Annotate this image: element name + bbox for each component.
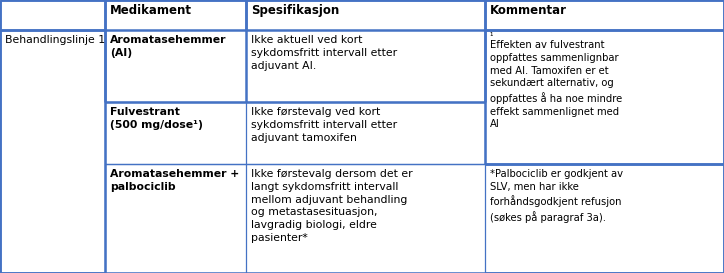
Text: Medikament: Medikament [110, 4, 192, 17]
Bar [485, 0, 724, 30]
Bar [485, 164, 724, 273]
Text: Aromatasehemmer +
palbociclib: Aromatasehemmer + palbociclib [110, 169, 239, 192]
Bar [246, 164, 485, 273]
Bar [105, 0, 246, 30]
Text: Ikke aktuell ved kort
sykdomsfritt intervall etter
adjuvant AI.: Ikke aktuell ved kort sykdomsfritt inter… [251, 35, 397, 71]
Bar [246, 30, 485, 102]
Text: Behandlingslinje 1: Behandlingslinje 1 [5, 35, 105, 45]
Text: Ikke førstevalg ved kort
sykdomsfritt intervall etter
adjuvant tamoxifen: Ikke førstevalg ved kort sykdomsfritt in… [251, 107, 397, 143]
Bar [246, 0, 485, 30]
Text: Fulvestrant
(500 mg/dose¹): Fulvestrant (500 mg/dose¹) [110, 107, 203, 130]
Bar [485, 30, 724, 164]
Bar [246, 102, 485, 164]
Text: ¹: ¹ [489, 32, 492, 41]
Bar [105, 30, 246, 102]
Text: Ikke førstevalg dersom det er
langt sykdomsfritt intervall
mellom adjuvant behan: Ikke førstevalg dersom det er langt sykd… [251, 169, 413, 243]
Text: Effekten av fulvestrant
oppfattes sammenlignbar
med AI. Tamoxifen er et
sekundær: Effekten av fulvestrant oppfattes sammen… [490, 40, 623, 129]
Bar [0, 0, 105, 30]
Text: *Palbociclib er godkjent av
SLV, men har ikke
forhåndsgodkjent refusjon
(søkes p: *Palbociclib er godkjent av SLV, men har… [490, 169, 623, 222]
Text: Aromatasehemmer
(AI): Aromatasehemmer (AI) [110, 35, 227, 58]
Bar [0, 30, 105, 273]
Bar [105, 102, 246, 164]
Text: Spesifikasjon: Spesifikasjon [251, 4, 340, 17]
Text: Kommentar: Kommentar [490, 4, 567, 17]
Bar [105, 164, 246, 273]
